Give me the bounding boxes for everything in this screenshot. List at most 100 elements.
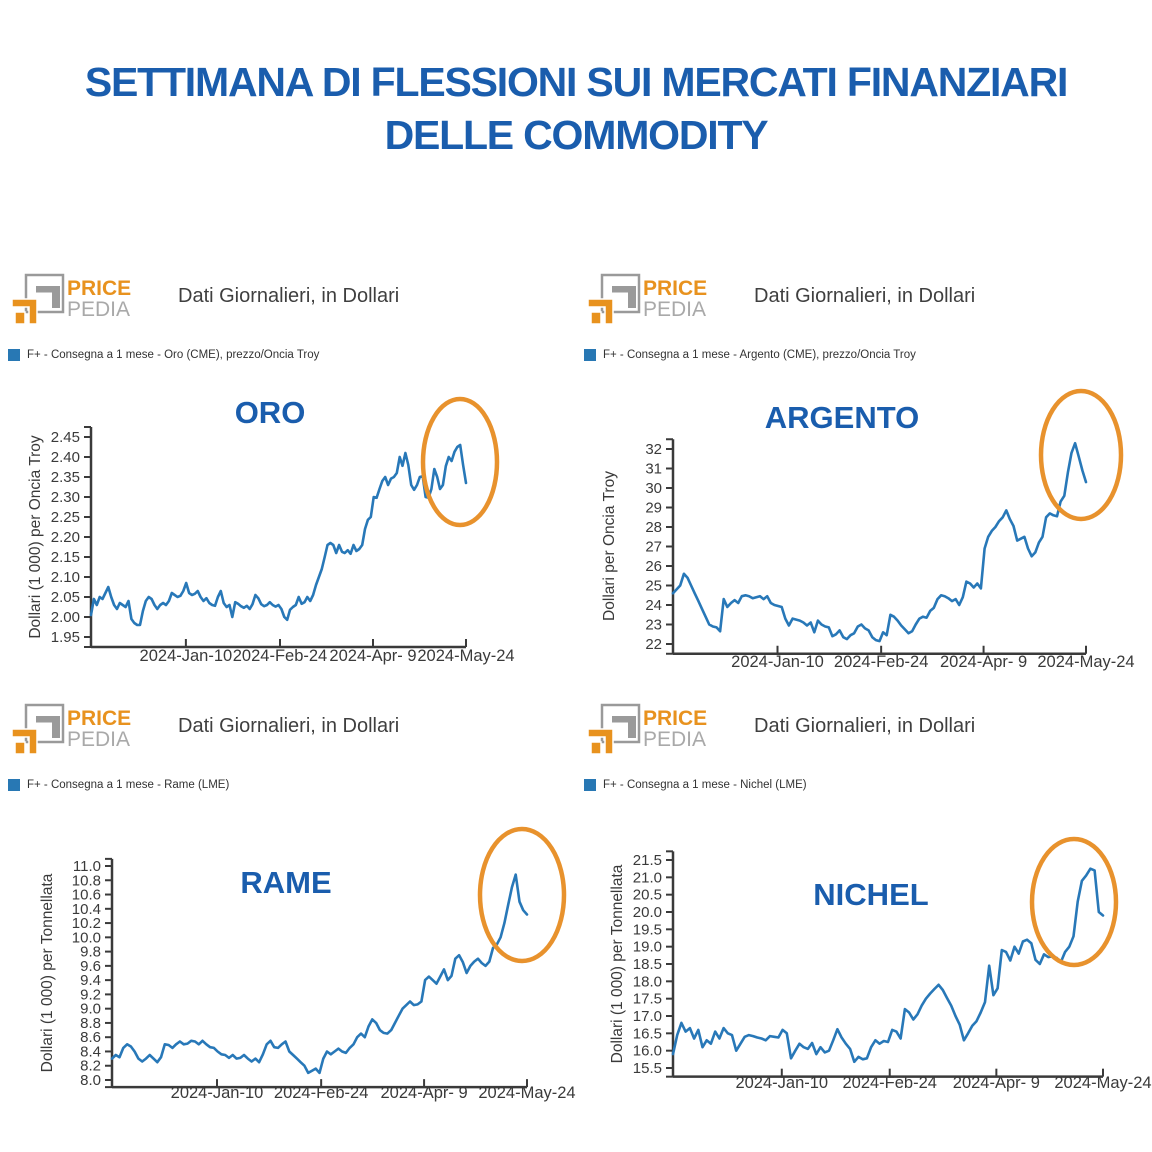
logo-text-price: PRICE <box>643 707 707 730</box>
legend-label: F+ - Consegna a 1 mese - Oro (CME), prez… <box>27 349 320 361</box>
y-tick-label: 2.45 <box>51 429 80 446</box>
y-tick-label: 2.15 <box>51 549 80 566</box>
legend-swatch-icon <box>584 349 596 361</box>
panel-subtitle: Dati Giornalieri, in Dollari <box>178 715 400 737</box>
y-tick-label: 30 <box>645 480 662 497</box>
y-tick-label: 2.20 <box>51 529 80 546</box>
price-line <box>671 441 1088 643</box>
logo-gray-bracket-icon <box>36 716 60 738</box>
y-tick-label: 8.2 <box>80 1058 101 1075</box>
pricepedia-logo: PRICE PEDIA <box>587 273 707 325</box>
y-tick-label: 9.0 <box>80 1001 101 1018</box>
logo-text-pedia: PEDIA <box>67 728 130 751</box>
y-tick-label: 24 <box>645 597 662 614</box>
y-tick-label: 8.0 <box>80 1072 101 1089</box>
panel-argento: PRICE PEDIA Dati Giornalieri, in Dollari… <box>576 255 1152 685</box>
y-tick-label: 18.5 <box>633 956 662 973</box>
highlight-ellipse <box>1029 836 1119 968</box>
y-tick-label: 25 <box>645 578 662 595</box>
logo-orange-bracket-icon <box>11 728 38 755</box>
y-tick-label: 2.40 <box>51 449 80 466</box>
x-tick-label: 2024-Feb-24 <box>834 653 928 671</box>
y-tick-label: 19.0 <box>633 939 662 956</box>
x-tick-label: 2024-Jan-10 <box>140 647 233 665</box>
x-tick-label: 2024-Feb-24 <box>274 1084 368 1102</box>
legend-label: F+ - Consegna a 1 mese - Argento (CME), … <box>603 349 916 361</box>
chart-title: ARGENTO <box>765 400 919 435</box>
logo-gray-bracket-icon <box>612 286 636 308</box>
y-tick-label: 21.5 <box>633 852 662 869</box>
x-tick-label: 2024-May-24 <box>417 647 514 665</box>
legend-label: F+ - Consegna a 1 mese - Rame (LME) <box>27 779 230 791</box>
logo-text-pedia: PEDIA <box>643 728 706 751</box>
y-tick-label: 2.35 <box>51 469 80 486</box>
chart-legend: F+ - Consegna a 1 mese - Rame (LME) <box>8 779 229 791</box>
panel-subtitle: Dati Giornalieri, in Dollari <box>178 285 400 307</box>
logo-square-outline <box>24 703 65 744</box>
page-title: SETTIMANA DI FLESSIONI SUI MERCATI FINAN… <box>0 56 1152 162</box>
logo-text-price: PRICE <box>643 277 707 300</box>
x-tick-label: 2024-Apr- 9 <box>940 653 1027 671</box>
logo-gray-bracket-icon <box>612 716 636 738</box>
chart-title: NICHEL <box>813 877 928 912</box>
y-axis-label: Dollari (1 000) per Oncia Troy <box>27 435 44 639</box>
logo-orange-square-icon <box>590 741 602 755</box>
highlight-ellipse <box>420 396 500 528</box>
logo-text-price: PRICE <box>67 707 131 730</box>
pricepedia-logo: PRICE PEDIA <box>11 703 131 755</box>
y-tick-label: 10.0 <box>72 929 101 946</box>
logo-orange-square-icon <box>14 741 26 755</box>
logo-text-pedia: PEDIA <box>67 298 130 321</box>
y-tick-label: 29 <box>645 500 662 517</box>
logo-text-pedia: PEDIA <box>643 298 706 321</box>
y-axis-label: Dollari per Oncia Troy <box>601 471 618 621</box>
y-tick-label: 2.05 <box>51 589 80 606</box>
y-tick-label: 10.8 <box>72 872 101 889</box>
y-tick-label: 26 <box>645 558 662 575</box>
logo-square-outline <box>600 703 641 744</box>
x-tick-label: 2024-Feb-24 <box>233 647 327 665</box>
y-tick-label: 10.2 <box>72 915 101 932</box>
logo-gray-bracket-icon <box>36 286 60 308</box>
y-tick-label: 18.0 <box>633 973 662 990</box>
x-tick-label: 2024-May-24 <box>478 1084 575 1102</box>
chart-legend: F+ - Consegna a 1 mese - Nichel (LME) <box>584 779 807 791</box>
y-tick-label: 10.6 <box>72 887 101 904</box>
logo-orange-bracket-icon <box>11 298 38 325</box>
y-tick-label: 27 <box>645 539 662 556</box>
logo-orange-square-icon <box>590 311 602 325</box>
x-tick-label: 2024-Apr- 9 <box>329 647 416 665</box>
x-tick-label: 2024-May-24 <box>1037 653 1134 671</box>
y-tick-label: 10.4 <box>72 901 101 918</box>
y-axis-label: Dollari (1 000) per Tonnellata <box>39 873 56 1072</box>
x-tick-label: 2024-Jan-10 <box>731 653 824 671</box>
x-tick-label: 2024-Jan-10 <box>735 1074 828 1092</box>
panel-nichel: PRICE PEDIA Dati Giornalieri, in Dollari… <box>576 685 1152 1125</box>
legend-swatch-icon <box>584 779 596 791</box>
panel-rame: PRICE PEDIA Dati Giornalieri, in Dollari… <box>0 685 576 1125</box>
chart-title: RAME <box>240 865 331 900</box>
x-tick-label: 2024-Apr- 9 <box>381 1084 468 1102</box>
logo-text-price: PRICE <box>67 277 131 300</box>
y-tick-label: 9.4 <box>80 972 101 989</box>
y-tick-label: 17.0 <box>633 1008 662 1025</box>
argento-chart: 22 23 24 25 26 27 28 29 30 31 32 2024-Jan-10 2024-Fe… <box>601 388 1135 671</box>
chart-title: ORO <box>235 395 306 430</box>
page-title-line1: SETTIMANA DI FLESSIONI SUI MERCATI FINAN… <box>84 59 1069 105</box>
y-tick-label: 15.5 <box>633 1060 662 1077</box>
legend-swatch-icon <box>8 349 20 361</box>
pricepedia-logo: PRICE PEDIA <box>587 703 707 755</box>
panel-subtitle: Dati Giornalieri, in Dollari <box>754 715 976 737</box>
y-tick-label: 2.00 <box>51 609 80 626</box>
y-tick-label: 8.6 <box>80 1029 101 1046</box>
price-line <box>110 873 529 1075</box>
x-tick-label: 2024-Apr- 9 <box>953 1074 1040 1092</box>
page-title-line2: DELLE COMMODITY <box>384 112 769 158</box>
y-tick-label: 23 <box>645 617 662 634</box>
oro-chart: 1.95 2.00 2.05 2.10 2.15 2.20 2.25 2.30 2.35 2.40… <box>27 395 515 665</box>
y-tick-label: 2.25 <box>51 509 80 526</box>
logo-orange-bracket-icon <box>587 298 614 325</box>
highlight-ellipse <box>477 826 567 964</box>
x-tick-label: 2024-Jan-10 <box>171 1084 264 1102</box>
